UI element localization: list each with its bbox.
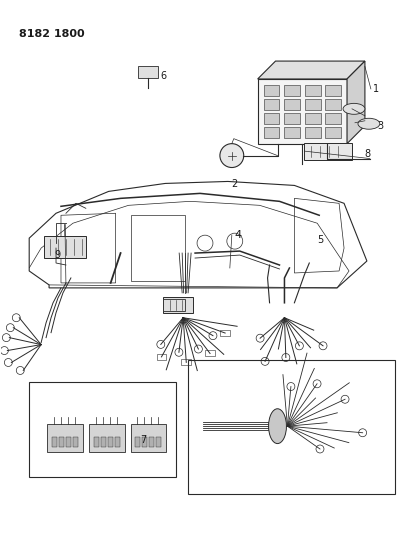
Bar	[94, 437, 99, 447]
Bar	[324, 127, 340, 138]
Bar	[304, 99, 320, 110]
Polygon shape	[257, 61, 364, 79]
Bar	[181, 359, 191, 366]
Bar	[138, 66, 158, 78]
Bar	[163, 299, 185, 311]
Ellipse shape	[268, 409, 286, 443]
Text: 8182 1800: 8182 1800	[19, 29, 85, 39]
Bar	[47, 424, 83, 452]
Bar	[101, 437, 106, 447]
Text: 3: 3	[376, 121, 382, 131]
Bar	[130, 424, 166, 452]
Ellipse shape	[342, 103, 364, 114]
Bar	[324, 113, 340, 124]
Bar	[304, 85, 320, 96]
Circle shape	[219, 144, 243, 167]
Text: 7: 7	[140, 435, 146, 445]
Bar	[73, 437, 78, 447]
Bar	[304, 113, 320, 124]
Bar	[263, 85, 279, 96]
Polygon shape	[257, 79, 346, 144]
Bar	[220, 330, 229, 336]
Bar	[188, 360, 394, 494]
Bar	[52, 437, 57, 447]
Bar	[44, 236, 85, 258]
Bar	[156, 437, 161, 447]
Text: 8: 8	[363, 149, 369, 159]
Text: 5: 5	[317, 235, 323, 245]
Bar	[324, 85, 340, 96]
Text: 2: 2	[231, 180, 237, 189]
Text: 9: 9	[54, 250, 60, 260]
Text: 4: 4	[234, 230, 241, 240]
Ellipse shape	[357, 118, 379, 129]
Bar	[263, 99, 279, 110]
Bar	[324, 99, 340, 110]
Bar	[29, 382, 176, 477]
Polygon shape	[346, 61, 364, 144]
Bar	[135, 437, 140, 447]
Bar	[149, 437, 154, 447]
Bar	[156, 354, 166, 360]
Bar	[303, 143, 351, 159]
Bar	[283, 99, 299, 110]
Bar	[108, 437, 112, 447]
Bar	[66, 437, 71, 447]
Bar	[263, 127, 279, 138]
Bar	[142, 437, 147, 447]
Bar	[163, 297, 193, 313]
Bar	[283, 127, 299, 138]
Bar	[204, 351, 214, 357]
Bar	[59, 437, 64, 447]
Text: 6: 6	[160, 71, 166, 81]
Bar	[283, 113, 299, 124]
Bar	[304, 127, 320, 138]
Bar	[283, 85, 299, 96]
Bar	[89, 424, 124, 452]
Bar	[115, 437, 119, 447]
Bar	[263, 113, 279, 124]
Text: 1: 1	[372, 84, 378, 94]
